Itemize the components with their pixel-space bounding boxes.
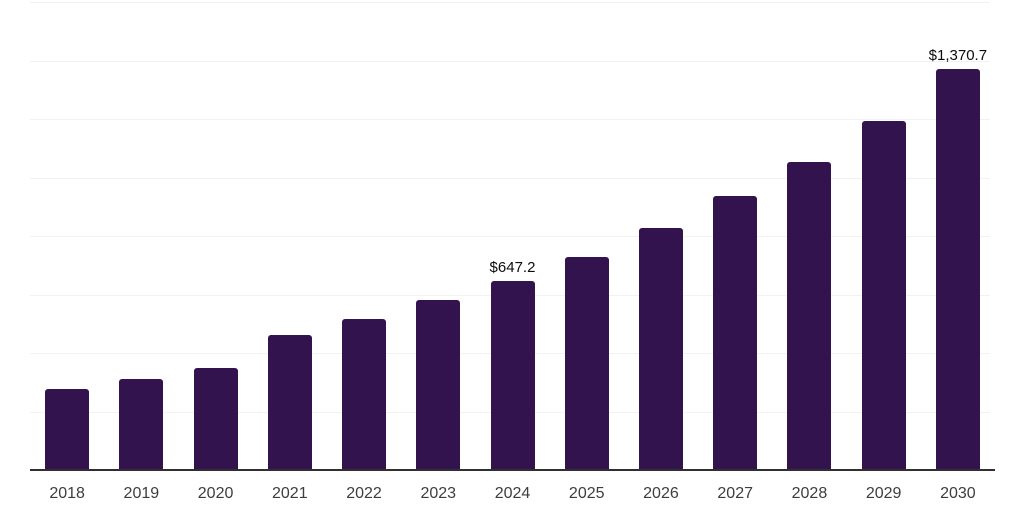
bar-2019[interactable] [119, 379, 164, 470]
gridline [30, 177, 990, 179]
x-tick-label-2020: 2020 [197, 485, 234, 502]
bar-2030[interactable] [935, 69, 980, 470]
bar-2024[interactable] [490, 280, 535, 470]
gridline [30, 236, 990, 237]
gridline [30, 2, 990, 3]
x-tick-label-2021: 2021 [272, 485, 308, 502]
gridline [30, 60, 990, 62]
x-tick-label-2019: 2019 [123, 485, 160, 502]
gridline [30, 119, 990, 120]
x-axis-line [30, 468, 995, 471]
bar-2026[interactable] [638, 228, 683, 470]
bar-2028[interactable] [787, 161, 832, 470]
bar-2029[interactable] [861, 120, 906, 470]
x-tick-label-2025: 2025 [568, 485, 605, 502]
x-tick-label-2029: 2029 [865, 485, 902, 502]
bar-2022[interactable] [342, 319, 387, 470]
x-tick-label-2022: 2022 [346, 485, 382, 502]
x-tick-label-2026: 2026 [643, 485, 679, 502]
bar-2021[interactable] [267, 335, 312, 470]
bar-2018[interactable] [45, 389, 90, 470]
bar-2025[interactable] [564, 256, 609, 470]
bar-2027[interactable] [713, 196, 758, 470]
x-tick-label-2018: 2018 [49, 485, 85, 502]
bar-value-label-2030: $1,370.7 [928, 47, 988, 65]
x-tick-label-2028: 2028 [791, 485, 828, 502]
x-tick-label-2027: 2027 [717, 485, 753, 502]
bar-value-label-2024: $647.2 [489, 258, 536, 276]
x-tick-label-2023: 2023 [420, 485, 457, 502]
bar-2020[interactable] [193, 368, 238, 470]
x-tick-label-2024: 2024 [494, 485, 531, 502]
bar-2023[interactable] [416, 300, 461, 470]
x-tick-label-2030: 2030 [940, 485, 976, 502]
